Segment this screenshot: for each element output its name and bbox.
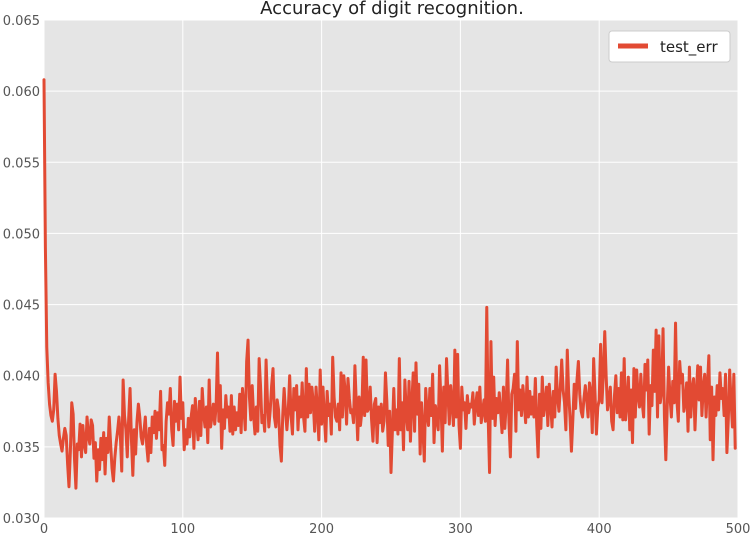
y-tick-label: 0.030 [3,512,40,527]
y-tick-label: 0.065 [3,14,40,29]
series-line-test-err [42,78,737,490]
chart-title: Accuracy of digit recognition. [260,0,524,19]
y-tick-label: 0.050 [3,227,40,242]
x-tick-label: 0 [40,522,48,537]
x-tick-label: 400 [587,522,612,537]
y-tick-label: 0.060 [3,85,40,100]
y-tick-label: 0.045 [3,299,40,314]
x-tick-label: 100 [170,522,195,537]
legend-label-test-err: test_err [660,38,718,57]
y-tick-label: 0.040 [3,370,40,385]
x-tick-label: 300 [448,522,473,537]
x-tick-label: 500 [726,522,751,537]
y-tick-label: 0.035 [3,441,40,456]
legend-box [608,30,731,63]
axis-ticks: 0 100 200 300 400 500 0.030 0.035 0.040 0.045 0.05… [3,14,751,537]
x-tick-label: 200 [309,522,334,537]
legend: test_err [608,30,731,63]
y-tick-label: 0.055 [3,156,40,171]
series-layer [42,78,737,490]
grid-lines [43,19,739,519]
